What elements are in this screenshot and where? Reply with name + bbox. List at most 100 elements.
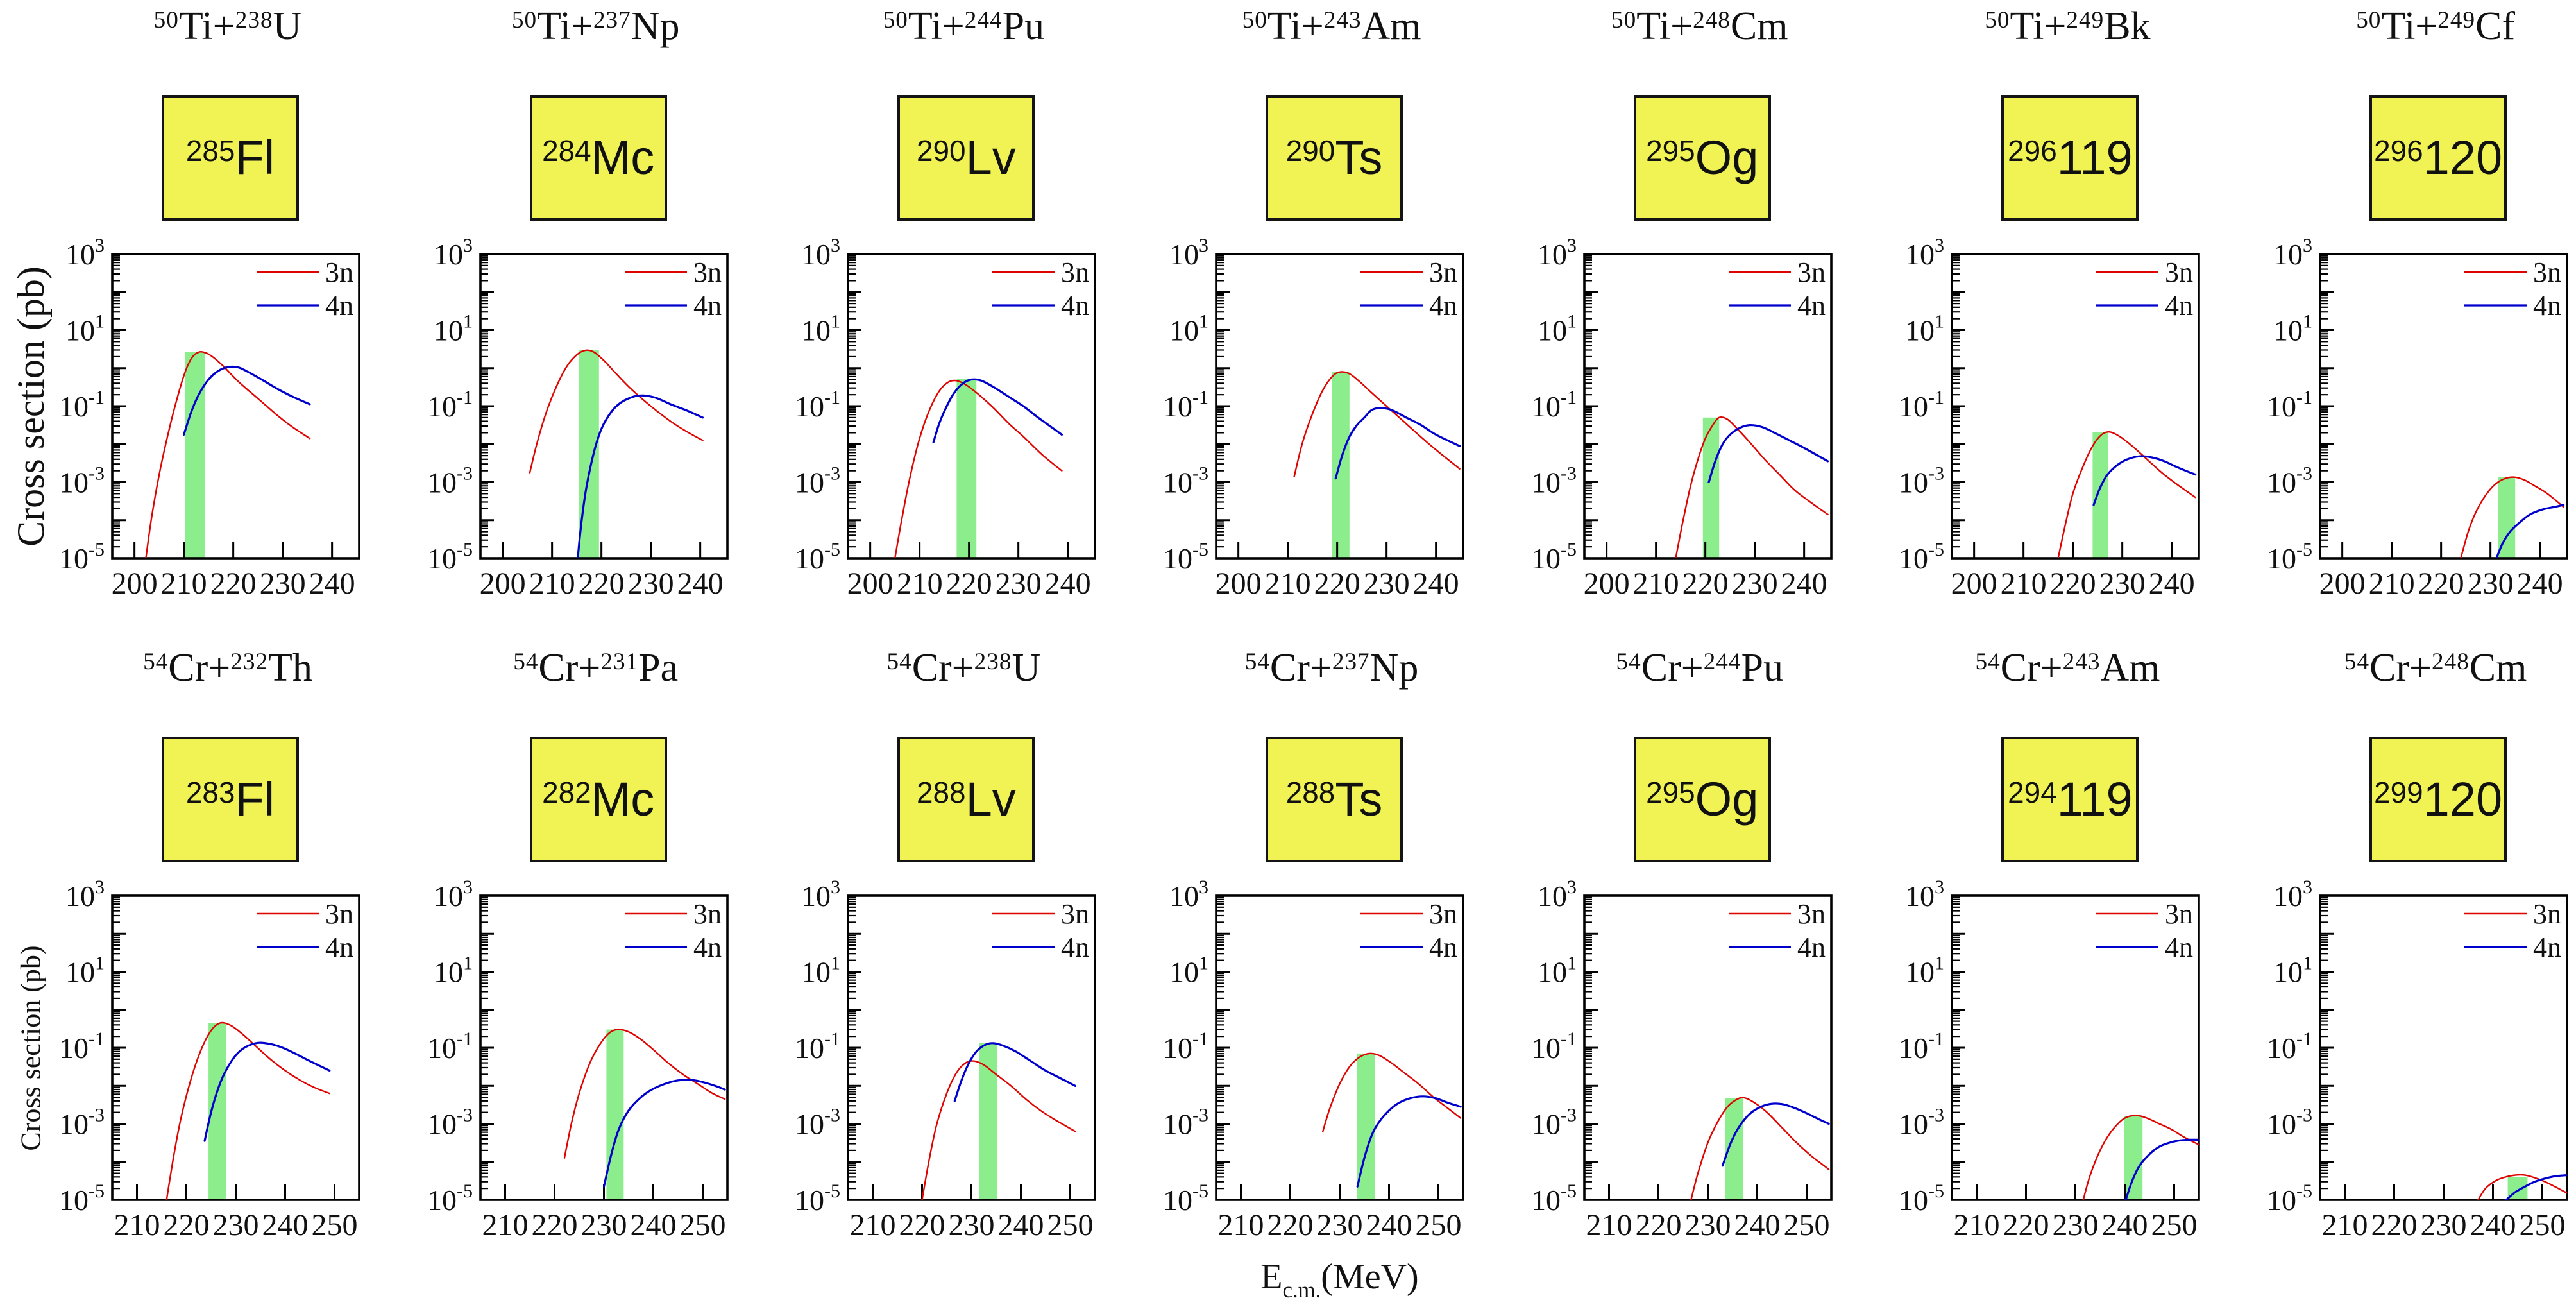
x-axis-ticks	[1237, 542, 1437, 558]
y-tick-label: 10-5	[1899, 1181, 1944, 1217]
y-tick-label: 10-5	[2267, 539, 2312, 575]
curve-4n	[203, 1041, 331, 1142]
x-tick-label: 230	[260, 567, 306, 601]
reaction-title: 54Cr+243Am	[1975, 646, 2160, 690]
x-tick-label: 240	[2149, 567, 2195, 601]
green-energy-band	[956, 379, 977, 558]
reaction-panel-295Og: 50Ti+248Cm 295Og 200 210 220 230 240 103 101 10-1…	[1472, 0, 1840, 642]
curve-3n	[1322, 1052, 1462, 1132]
product-box: 290Ts	[1266, 95, 1403, 221]
legend-label-3n: 3n	[2165, 257, 2193, 288]
y-tick-label: 103	[2273, 235, 2312, 271]
x-tick-label: 230	[1364, 567, 1410, 601]
y-tick-label: 10-5	[2267, 1181, 2312, 1217]
y-tick-label: 10-5	[1531, 1181, 1577, 1217]
x-tick-label: 220	[1682, 567, 1728, 601]
x-tick-label: 240	[262, 1208, 309, 1242]
y-tick-label: 101	[801, 311, 840, 347]
x-tick-label: 250	[2520, 1208, 2566, 1242]
reaction-panel-284Mc: 50Ti+237Np 284Mc 200 210 220 230 240 103 101 10-1…	[368, 0, 736, 642]
x-tick-label: 220	[2050, 567, 2096, 601]
x-tick-label: 210	[1218, 1208, 1264, 1242]
x-tick-label: 210	[529, 567, 575, 601]
axes-box	[479, 894, 729, 1201]
product-box: 284Mc	[529, 95, 667, 221]
legend-label-4n: 4n	[2533, 290, 2561, 321]
x-axis-ticks	[1240, 1184, 1440, 1200]
reaction-title: 54Cr+238U	[886, 646, 1041, 690]
x-tick-label: 210	[1954, 1208, 2000, 1242]
reaction-panel-288Lv: 54Cr+238U 288Lv 210 220 230 240 250 103 101 10-1 1…	[736, 642, 1104, 1307]
y-tick-label: 10-1	[59, 387, 105, 423]
x-tick-label: 210	[114, 1208, 160, 1242]
y-axis-ticks	[112, 253, 126, 560]
x-tick-label: 230	[2421, 1208, 2467, 1242]
y-tick-label: 10-3	[1163, 1105, 1208, 1141]
curve-3n	[2477, 1174, 2568, 1200]
y-tick-label: 10-5	[1163, 539, 1208, 575]
product-box: 288Lv	[897, 737, 1035, 862]
axes-box	[1582, 894, 1833, 1201]
reaction-title: 50Ti+249Bk	[1985, 4, 2151, 48]
y-tick-label: 103	[1538, 235, 1577, 271]
x-axis-ticks	[2344, 1184, 2544, 1200]
legend-label-4n: 4n	[693, 290, 722, 321]
x-tick-label: 240	[2470, 1208, 2516, 1242]
curve-3n	[165, 1021, 330, 1200]
reaction-title: 50Ti+237Np	[511, 4, 680, 48]
x-tick-label: 250	[1783, 1208, 1829, 1242]
reaction-panel-290Ts: 50Ti+243Am 290Ts 200 210 220 230 240 103 101 10-1…	[1104, 0, 1472, 642]
axes-box	[479, 253, 729, 560]
y-tick-label: 10-1	[1531, 387, 1577, 423]
product-box: 288Ts	[1266, 737, 1403, 862]
x-tick-label: 200	[1583, 567, 1629, 601]
x-tick-label: 210	[1632, 567, 1679, 601]
x-tick-label: 210	[2322, 1208, 2368, 1242]
legend-label-4n: 4n	[1061, 290, 1089, 321]
legend-label-3n: 3n	[2165, 898, 2193, 930]
x-tick-label: 230	[580, 1208, 627, 1242]
x-axis-ticks	[1605, 542, 1805, 558]
y-tick-label: 10-5	[59, 539, 105, 575]
axes-box	[1951, 894, 2201, 1201]
green-energy-band	[2092, 432, 2109, 558]
x-tick-label: 200	[479, 567, 525, 601]
y-tick-label: 103	[1169, 235, 1208, 271]
y-tick-label: 10-1	[59, 1029, 105, 1064]
y-tick-label: 101	[1538, 953, 1577, 989]
reaction-title: 54Cr+231Pa	[513, 646, 679, 690]
y-tick-label: 10-5	[795, 539, 840, 575]
x-tick-label: 220	[946, 567, 992, 601]
x-tick-label: 230	[627, 567, 674, 601]
x-tick-label: 250	[679, 1208, 725, 1242]
y-tick-label: 10-3	[795, 1105, 840, 1141]
curve-4n	[1707, 423, 1829, 484]
green-energy-band	[1702, 417, 1719, 558]
y-tick-label: 103	[434, 876, 473, 912]
y-tick-label: 10-1	[1531, 1029, 1577, 1064]
x-axis-ticks	[1607, 1184, 1808, 1200]
product-box: 285Fl	[162, 95, 299, 221]
product-label: 295Og	[1646, 773, 1759, 826]
curve-3n	[529, 349, 704, 474]
x-tick-label: 210	[2001, 567, 2047, 601]
product-label: 295Og	[1646, 131, 1759, 184]
y-tick-label: 10-5	[1899, 539, 1944, 575]
product-label: 290Lv	[917, 131, 1016, 184]
x-tick-label: 210	[850, 1208, 896, 1242]
legend-label-3n: 3n	[693, 257, 722, 288]
y-tick-label: 10-3	[1531, 463, 1577, 499]
x-tick-label: 220	[899, 1208, 945, 1242]
x-tick-label: 220	[1635, 1208, 1681, 1242]
curve-4n	[183, 365, 311, 436]
y-axis-ticks	[480, 894, 494, 1201]
y-tick-label: 10-1	[795, 387, 840, 423]
legend-label-4n: 4n	[1797, 290, 1826, 321]
y-axis-ticks	[1952, 253, 1966, 560]
y-tick-label: 101	[434, 311, 473, 347]
x-axis-ticks	[136, 1184, 335, 1200]
y-axis-ticks	[2320, 894, 2334, 1201]
